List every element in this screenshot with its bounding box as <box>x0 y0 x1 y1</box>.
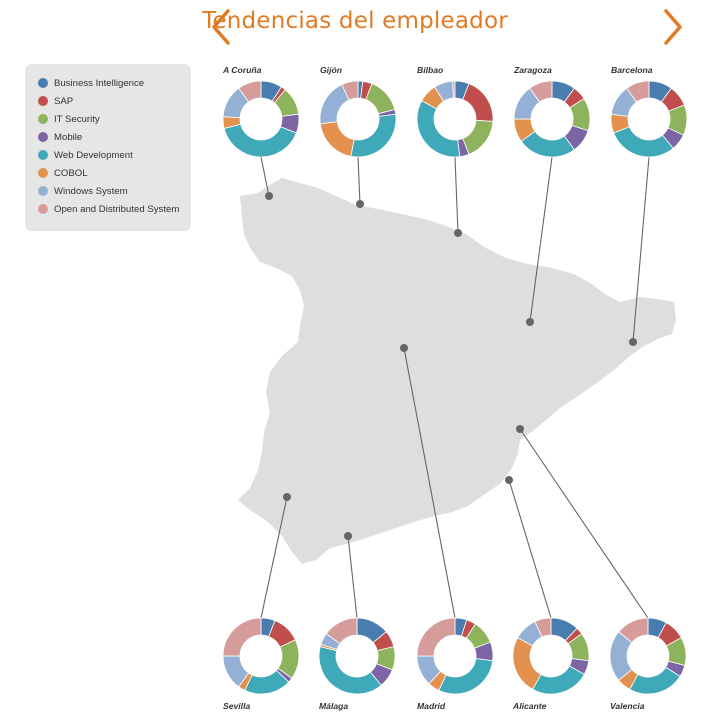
chevron-right-icon <box>664 9 682 45</box>
donut-slice <box>365 83 396 115</box>
legend-item: Mobile <box>38 130 82 144</box>
city-donut[interactable] <box>318 617 396 695</box>
legend-label: Web Development <box>54 149 133 161</box>
legend-swatch <box>38 168 48 178</box>
city-marker[interactable] <box>629 338 637 346</box>
legend-label: Business Intelligence <box>54 77 145 89</box>
legend-swatch <box>38 96 48 106</box>
donut-slice <box>222 617 262 657</box>
spain-map <box>238 178 676 564</box>
donut-slice <box>452 80 456 99</box>
city-marker[interactable] <box>344 532 352 540</box>
donut-slice <box>318 646 382 695</box>
city-markers <box>265 192 637 540</box>
leader-line <box>454 156 459 234</box>
leader-line <box>632 156 650 343</box>
legend-label: COBOL <box>54 167 88 179</box>
page-title: Tendencias del empleador <box>202 8 508 34</box>
city-label: Gijón <box>320 65 342 75</box>
legend-item: Open and Distributed System <box>38 202 179 216</box>
next-button[interactable] <box>658 8 688 46</box>
leader-line <box>357 156 361 205</box>
legend: Business Intelligence SAP IT Security Mobil… <box>25 64 191 231</box>
city-donut[interactable] <box>416 617 494 695</box>
donut-slice <box>416 100 461 158</box>
legend-item: COBOL <box>38 166 88 180</box>
donut-slice <box>462 83 494 122</box>
city-marker[interactable] <box>283 493 291 501</box>
city-label: Barcelona <box>611 65 653 75</box>
donut-slice <box>618 617 649 644</box>
legend-item: Windows System <box>38 184 128 198</box>
legend-label: IT Security <box>54 113 100 125</box>
leader-line <box>508 479 552 619</box>
legend-item: IT Security <box>38 112 100 126</box>
city-label: Alicante <box>512 701 547 711</box>
city-donut-charts <box>222 80 688 695</box>
city-label: Zaragoza <box>513 65 552 75</box>
city-marker[interactable] <box>526 318 534 326</box>
legend-swatch <box>38 150 48 160</box>
legend-swatch <box>38 132 48 142</box>
city-label: Sevilla <box>223 701 250 711</box>
legend-item: SAP <box>38 94 73 108</box>
leader-line <box>260 496 288 619</box>
city-marker[interactable] <box>516 425 524 433</box>
legend-swatch <box>38 204 48 214</box>
city-label: Málaga <box>319 701 348 711</box>
legend-item: Web Development <box>38 148 133 162</box>
city-donut[interactable] <box>610 80 688 158</box>
legend-label: Windows System <box>54 185 128 197</box>
legend-item: Business Intelligence <box>38 76 144 90</box>
donut-slice <box>416 617 456 657</box>
legend-swatch <box>38 78 48 88</box>
city-donut[interactable] <box>512 617 590 695</box>
donut-slice <box>223 123 297 158</box>
donut-slice <box>350 113 397 158</box>
leader-line <box>403 347 456 619</box>
city-label: Madrid <box>417 701 446 711</box>
donut-slice <box>629 666 681 695</box>
donut-slice <box>529 80 553 103</box>
city-marker[interactable] <box>505 476 513 484</box>
leader-line <box>519 428 649 619</box>
legend-label: Mobile <box>54 131 83 143</box>
city-donut[interactable] <box>416 80 494 158</box>
city-donut[interactable] <box>319 80 397 158</box>
legend-label: Open and Distributed System <box>54 203 180 215</box>
city-donut[interactable] <box>609 617 687 695</box>
chevron-left-icon <box>212 9 230 45</box>
city-marker[interactable] <box>265 192 273 200</box>
city-donut[interactable] <box>513 80 591 158</box>
donut-slice <box>325 617 358 645</box>
leader-line <box>260 156 270 197</box>
donut-slice <box>626 80 650 103</box>
leader-line <box>347 535 358 619</box>
donut-slice <box>613 126 674 158</box>
legend-swatch <box>38 186 48 196</box>
city-labels: A Coruña Gijón Bilbao Zaragoza Barcelona Sevi… <box>222 65 653 711</box>
donut-slice <box>512 637 542 690</box>
donut-slice <box>238 80 262 103</box>
city-donut[interactable] <box>222 617 300 695</box>
city-marker[interactable] <box>454 229 462 237</box>
donut-slice <box>532 665 585 695</box>
city-marker[interactable] <box>400 344 408 352</box>
donut-slice <box>438 658 494 695</box>
donut-slice <box>341 80 359 101</box>
city-marker[interactable] <box>356 200 364 208</box>
legend-swatch <box>38 114 48 124</box>
city-donut[interactable] <box>222 80 300 158</box>
city-label: Valencia <box>610 701 645 711</box>
donut-slice <box>319 121 355 157</box>
legend-label: SAP <box>54 95 74 107</box>
city-label: A Coruña <box>222 65 262 75</box>
donut-slice <box>534 617 552 638</box>
leader-lines <box>260 156 650 619</box>
previous-button[interactable] <box>206 8 236 46</box>
leader-line <box>529 156 553 323</box>
city-label: Bilbao <box>417 65 443 75</box>
